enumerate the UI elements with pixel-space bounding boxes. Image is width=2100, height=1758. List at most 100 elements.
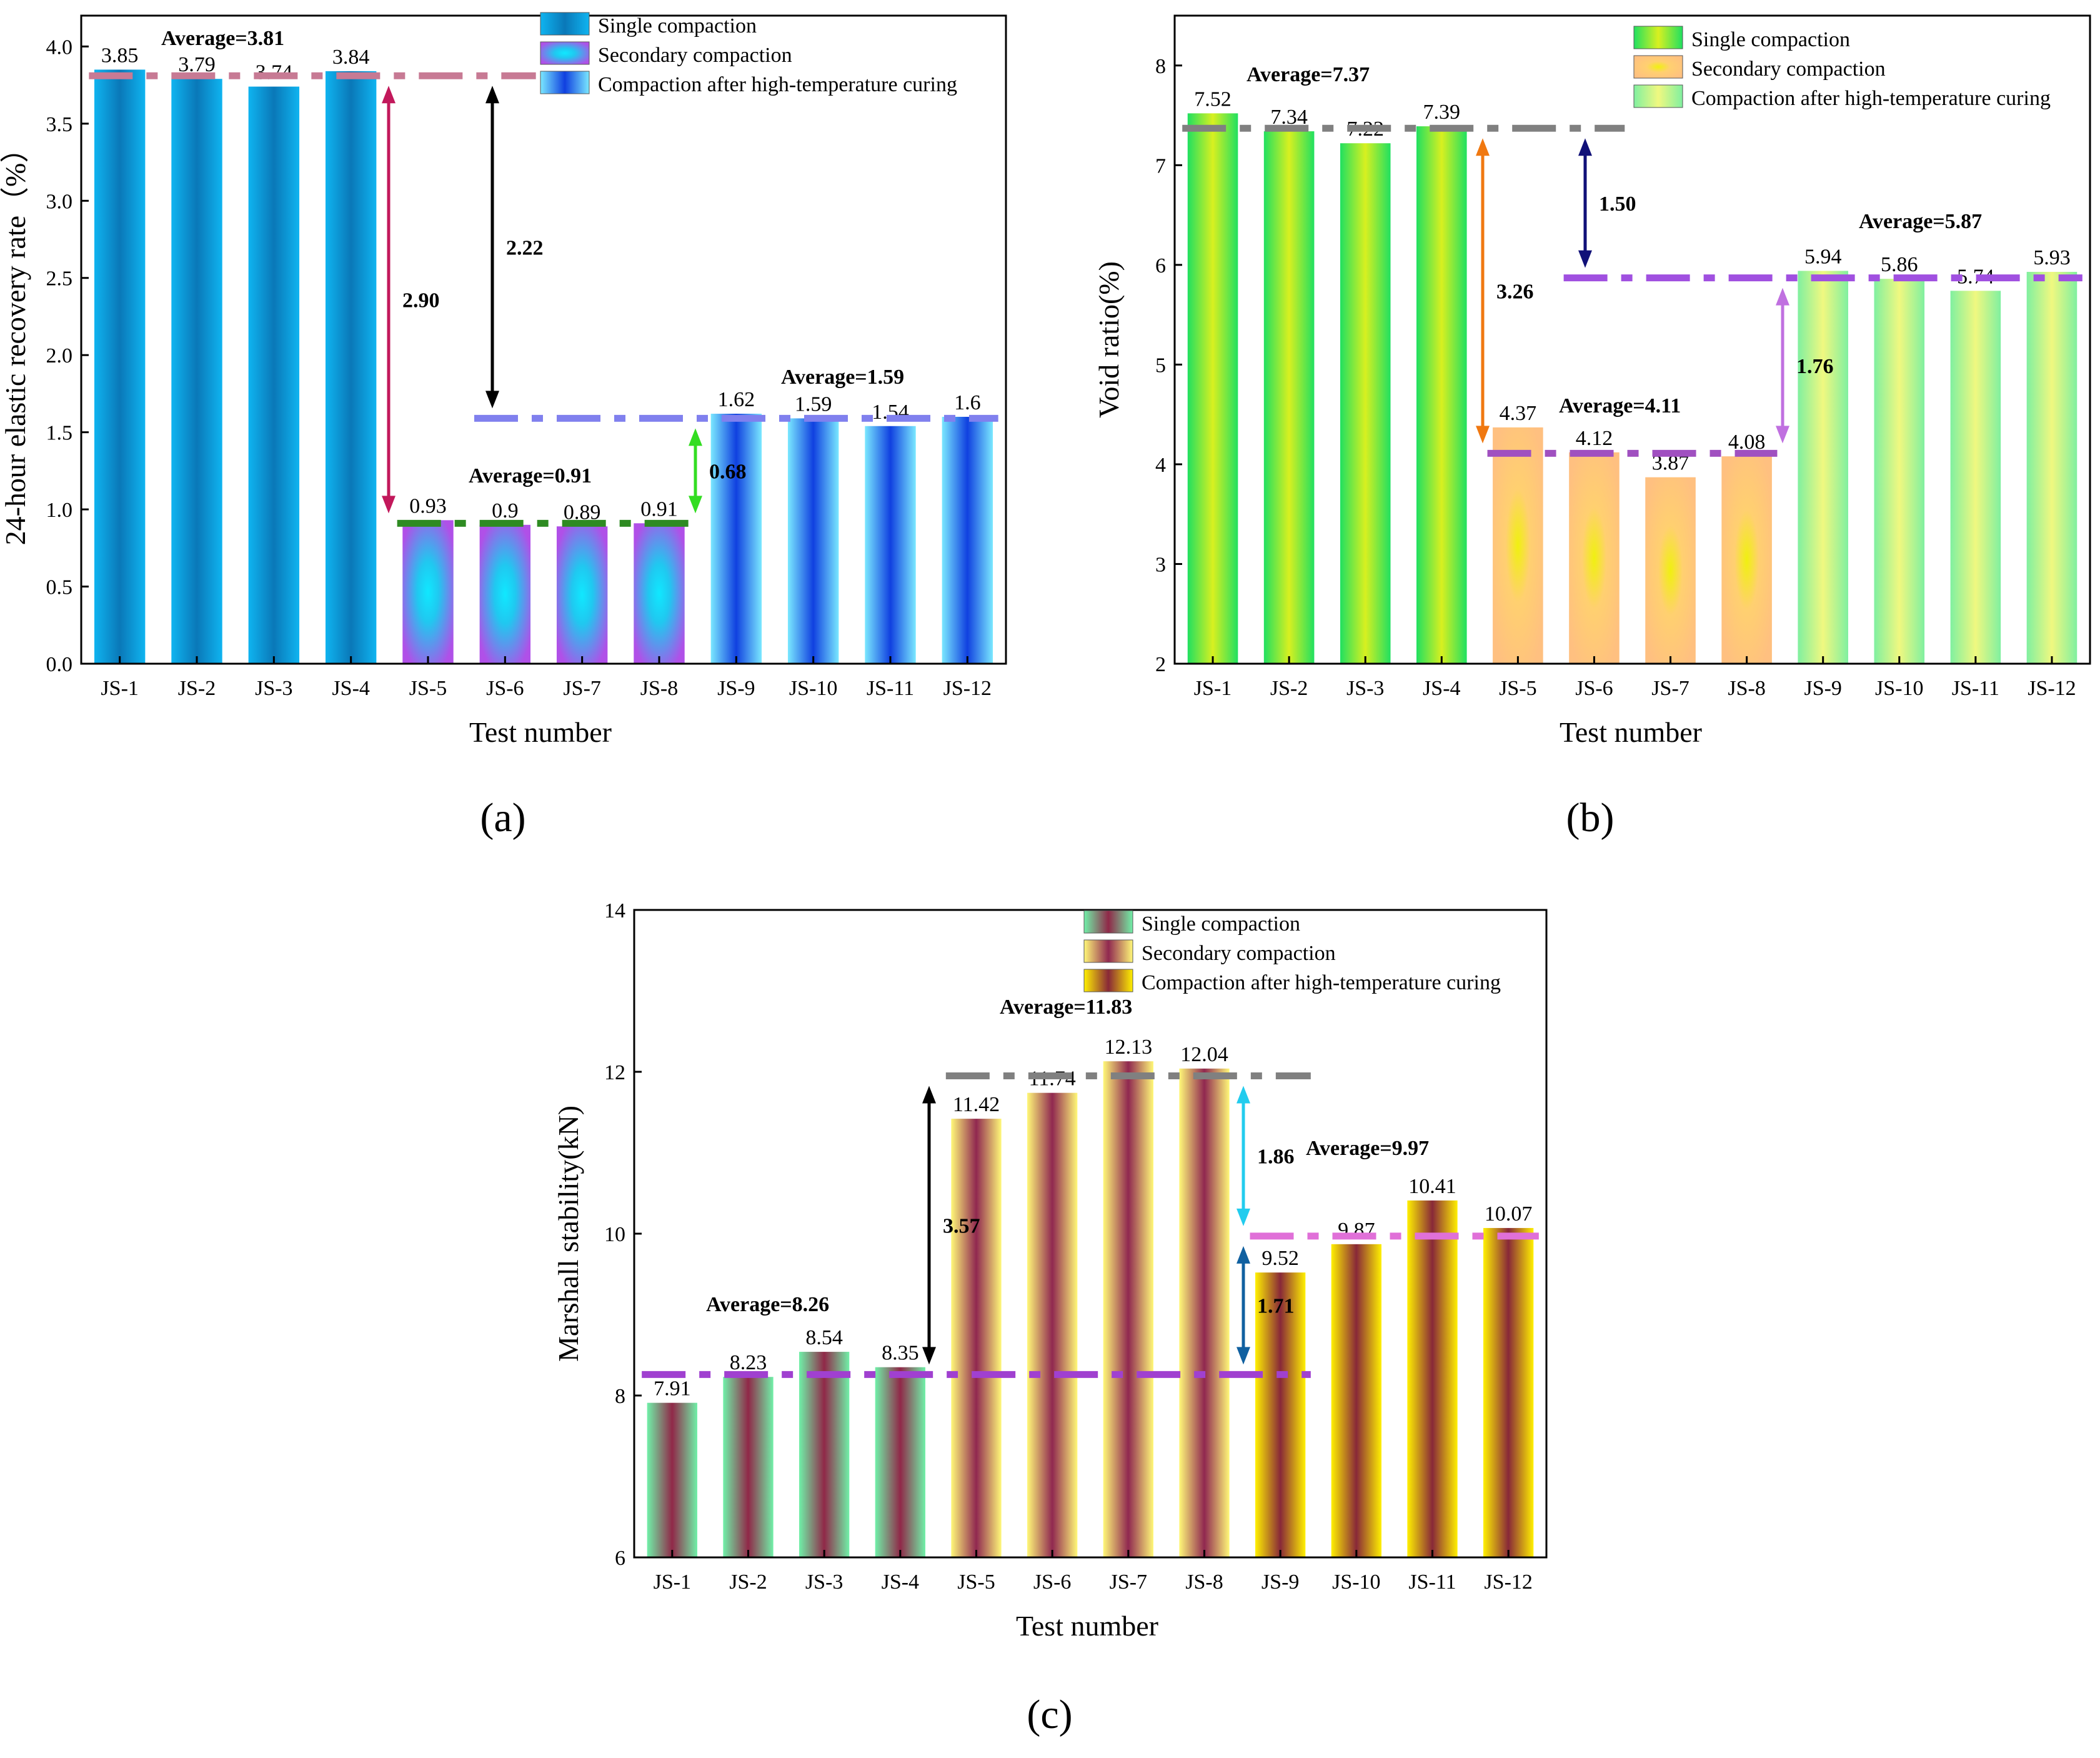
x-tick-label: JS-9: [717, 677, 755, 700]
legend-label: Single compaction: [1142, 912, 1300, 936]
difference-arrow-head: [689, 428, 702, 446]
value-label-js-8: 0.91: [640, 497, 678, 521]
value-label-js-1: 7.52: [1194, 87, 1232, 111]
average-label: Average=7.37: [1247, 63, 1370, 86]
x-tick-label: JS-12: [1484, 1571, 1532, 1594]
x-tick-label: JS-2: [1270, 677, 1308, 700]
y-tick-label: 12: [604, 1061, 625, 1084]
y-tick-label: 2.0: [46, 344, 73, 367]
difference-arrow-head: [689, 496, 702, 514]
bar-js-7: [1645, 477, 1696, 664]
value-label-js-11: 10.41: [1408, 1175, 1456, 1198]
bar-js-12: [1483, 1227, 1534, 1557]
difference-arrow-head: [382, 86, 396, 104]
y-tick-label: 2.5: [46, 267, 73, 291]
bar-js-10: [787, 418, 839, 664]
x-tick-label: JS-5: [409, 677, 447, 700]
difference-arrow-head: [485, 86, 499, 104]
difference-arrow-head: [1237, 1246, 1250, 1264]
legend-label: Single compaction: [598, 14, 757, 37]
bar-js-9: [710, 414, 762, 664]
x-tick-label: JS-9: [1261, 1571, 1299, 1594]
y-tick-label: 6: [615, 1547, 625, 1570]
average-label: Average=9.97: [1306, 1137, 1429, 1160]
panel-label: (b): [1566, 795, 1615, 841]
x-tick-label: JS-3: [1346, 677, 1384, 700]
value-label-js-4: 3.84: [332, 46, 370, 69]
y-tick-label: 0.5: [46, 576, 73, 599]
difference-arrow-head: [1776, 287, 1789, 306]
value-label-js-12: 5.93: [2033, 246, 2071, 269]
average-label: Average=3.81: [161, 27, 284, 50]
x-tick-label: JS-6: [1033, 1571, 1071, 1594]
y-axis-label: 24-hour elastic recovery rate（%）: [0, 134, 31, 546]
difference-arrow-head: [1237, 1086, 1250, 1104]
value-label-js-2: 8.23: [730, 1351, 767, 1374]
y-tick-label: 1.5: [46, 422, 73, 445]
average-label: Average=0.91: [469, 464, 592, 487]
y-tick-label: 4.0: [46, 36, 73, 59]
x-tick-label: JS-7: [1651, 677, 1689, 700]
legend-swatch: [1633, 55, 1683, 79]
value-label-js-12: 10.07: [1485, 1202, 1533, 1226]
panel-label: (c): [1027, 1692, 1072, 1737]
x-tick-label: JS-7: [1110, 1571, 1147, 1594]
difference-arrow-head: [1578, 138, 1592, 156]
x-axis-label: Test number: [1560, 716, 1702, 748]
difference-label: 3.57: [943, 1214, 980, 1237]
y-tick-label: 3: [1155, 553, 1166, 576]
value-label-js-4: 7.39: [1423, 101, 1461, 124]
y-tick-label: 8: [1155, 55, 1166, 78]
difference-label: 1.71: [1257, 1295, 1295, 1318]
x-tick-label: JS-6: [486, 677, 524, 700]
bar-js-2: [1263, 131, 1315, 664]
bar-js-6: [1569, 452, 1620, 664]
bar-js-9: [1798, 271, 1848, 664]
y-tick-label: 0.0: [46, 653, 73, 676]
difference-label: 1.50: [1599, 192, 1636, 216]
plot-frame: [1173, 14, 2091, 665]
difference-label: 0.68: [709, 460, 747, 483]
difference-arrow-head: [1776, 426, 1789, 444]
bar-js-9: [1255, 1272, 1306, 1557]
legend-label: Secondary compaction: [598, 44, 792, 67]
bar-js-12: [942, 416, 993, 664]
average-label: Average=4.11: [1559, 394, 1681, 417]
difference-arrow-head: [485, 391, 499, 409]
bar-js-10: [1331, 1244, 1381, 1557]
bar-js-4: [875, 1367, 925, 1557]
bar-js-7: [1103, 1061, 1153, 1557]
value-label-js-7: 12.13: [1105, 1036, 1153, 1059]
value-label-js-1: 3.85: [101, 44, 139, 67]
panel-label: (a): [480, 795, 525, 841]
difference-arrow-head: [1476, 426, 1490, 444]
y-tick-label: 2: [1155, 653, 1166, 676]
legend-swatch: [540, 41, 590, 65]
legend-swatch: [540, 71, 590, 94]
value-label-js-3: 8.54: [805, 1326, 843, 1349]
value-label-js-10: 1.59: [795, 392, 832, 416]
panel-c: 7.918.238.548.3511.4211.7412.1312.049.52…: [552, 899, 1548, 1737]
x-tick-label: JS-10: [789, 677, 837, 700]
bar-js-5: [1493, 427, 1543, 664]
difference-label: 1.86: [1257, 1146, 1295, 1169]
difference-arrow-head: [922, 1347, 936, 1365]
y-tick-label: 3.5: [46, 113, 73, 136]
x-tick-label: JS-3: [805, 1571, 843, 1594]
value-label-js-9: 1.62: [718, 388, 755, 411]
y-tick-label: 1.0: [46, 499, 73, 522]
x-axis-label: Test number: [469, 716, 612, 748]
bar-js-2: [723, 1377, 774, 1557]
difference-arrow-head: [382, 496, 396, 514]
x-tick-label: JS-4: [882, 1571, 919, 1594]
y-tick-label: 3.0: [46, 190, 73, 213]
value-label-js-5: 4.37: [1500, 402, 1537, 425]
legend-label: Compaction after high-temperature curing: [598, 73, 957, 96]
difference-arrow-head: [1237, 1347, 1250, 1365]
bar-js-11: [1407, 1200, 1458, 1557]
legend-swatch: [1633, 84, 1683, 108]
bar-js-8: [634, 523, 685, 664]
bar-js-4: [1416, 126, 1467, 664]
average-label: Average=1.59: [781, 366, 904, 389]
